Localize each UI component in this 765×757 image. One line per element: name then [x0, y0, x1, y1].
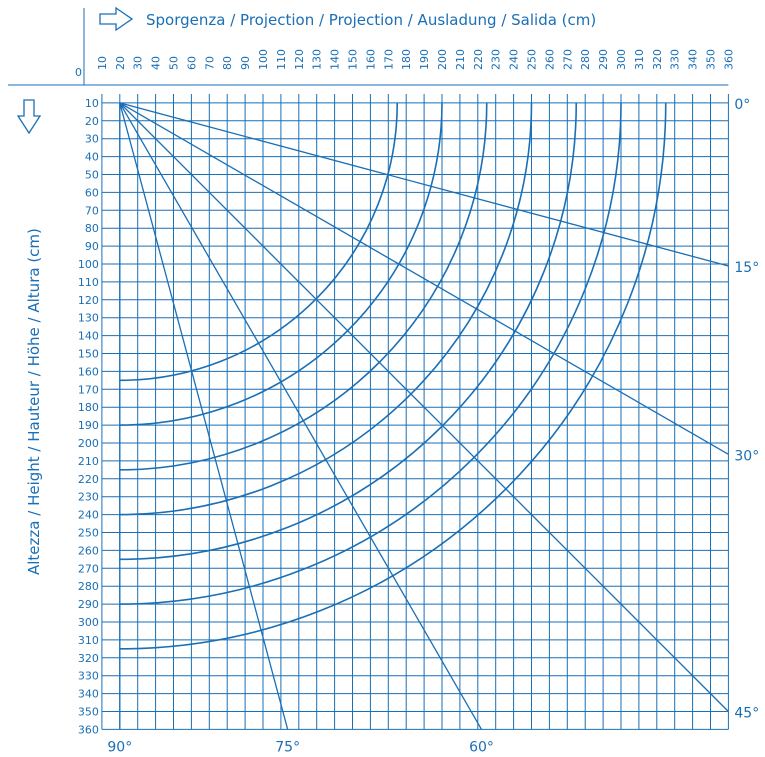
angle-label: 90°: [107, 739, 132, 755]
y-tick-label: 170: [78, 383, 99, 396]
y-tick-label: 300: [78, 616, 99, 629]
y-tick-label: 330: [78, 670, 99, 683]
y-tick-label: 90: [85, 240, 99, 253]
x-tick-label: 20: [114, 56, 127, 70]
x-tick-label: 240: [508, 49, 521, 70]
x-tick-label: 40: [150, 56, 163, 70]
angle-ray: [119, 102, 289, 730]
y-tick-label: 50: [85, 169, 99, 182]
x-tick-label: 310: [633, 49, 646, 70]
x-tick-label: 320: [651, 49, 664, 70]
x-tick-label: 150: [347, 49, 360, 70]
y-tick-label: 160: [78, 365, 99, 378]
angle-ray: [119, 102, 729, 455]
angle-ray: [119, 102, 729, 712]
angle-label: 30°: [734, 448, 759, 464]
y-tick-label: 200: [78, 437, 99, 450]
x-tick-label: 180: [400, 49, 413, 70]
x-tick-label: 360: [722, 49, 735, 70]
y-tick-label: 210: [78, 455, 99, 468]
y-tick-label: 120: [78, 294, 99, 307]
y-tick-label: 320: [78, 652, 99, 665]
x-axis-title: Sporgenza / Projection / Projection / Au…: [146, 11, 596, 29]
y-tick-label: 220: [78, 473, 99, 486]
y-tick-label: 310: [78, 634, 99, 647]
x-tick-label: 10: [96, 56, 109, 70]
x-tick-label: 170: [382, 49, 395, 70]
y-tick-label: 60: [85, 186, 99, 199]
x-tick-label: 160: [364, 49, 377, 70]
y-tick-label: 360: [78, 723, 99, 736]
angle-label: 0°: [734, 97, 750, 113]
x-tick-label: 190: [418, 49, 431, 70]
y-tick-label: 180: [78, 401, 99, 414]
y-tick-label: 280: [78, 580, 99, 593]
y-tick-label: 350: [78, 706, 99, 719]
angle-label: 75°: [275, 739, 300, 755]
x-tick-label: 260: [543, 49, 556, 70]
x-tick-label: 100: [257, 49, 270, 70]
y-tick-label: 10: [85, 97, 99, 110]
x-tick-label: 210: [454, 49, 467, 70]
x-tick-label: 220: [472, 49, 485, 70]
x-tick-label: 60: [185, 56, 198, 70]
y-tick-label: 100: [78, 258, 99, 271]
y-tick-label: 150: [78, 348, 99, 361]
y-tick-label: 290: [78, 598, 99, 611]
x-tick-label: 200: [436, 49, 449, 70]
y-tick-label: 250: [78, 527, 99, 540]
y-tick-label: 340: [78, 688, 99, 701]
y-tick-label: 80: [85, 222, 99, 235]
x-tick-label: 70: [203, 56, 216, 70]
angle-labels: 0° 15° 30° 45° 60° 75° 90°: [107, 97, 759, 756]
y-tick-labels: 10 20 30 40 50 60 70 80 90 100 110 120 130 140 150 160 1…: [78, 97, 99, 737]
x-tick-label: 250: [526, 49, 539, 70]
x-tick-label: 90: [239, 56, 252, 70]
y-tick-label: 130: [78, 312, 99, 325]
y-axis-arrow-icon: [16, 99, 42, 135]
x-tick-label: 230: [490, 49, 503, 70]
angle-label: 45°: [734, 706, 759, 722]
x-tick-label: 270: [561, 49, 574, 70]
x-tick-label: 30: [132, 56, 145, 70]
y-tick-label: 240: [78, 509, 99, 522]
y-tick-label: 40: [85, 151, 99, 164]
y-axis-title: Altezza / Height / Hauteur / Höhe / Altu…: [25, 228, 43, 575]
x-tick-label: 120: [293, 49, 306, 70]
y-tick-label: 140: [78, 330, 99, 343]
x-tick-label: 80: [221, 56, 234, 70]
angle-ray: [119, 102, 729, 267]
x-tick-label: 110: [275, 49, 288, 70]
x-tick-labels: 10 20 30 40 50 60 70 80 90 100 110 120 130 140 150 160 1…: [96, 49, 736, 70]
origin-label: 0: [75, 66, 82, 79]
x-axis-arrow-icon: [99, 6, 134, 32]
angle-label: 15°: [734, 260, 759, 276]
y-tick-label: 70: [85, 204, 99, 217]
x-tick-label: 280: [579, 49, 592, 70]
angle-ray: [119, 102, 483, 730]
angle-label: 60°: [469, 739, 494, 755]
y-tick-label: 190: [78, 419, 99, 432]
y-tick-label: 260: [78, 544, 99, 557]
x-tick-label: 350: [705, 49, 718, 70]
x-tick-label: 140: [329, 49, 342, 70]
x-tick-label: 130: [311, 49, 324, 70]
y-tick-label: 30: [85, 133, 99, 146]
y-tick-label: 270: [78, 562, 99, 575]
x-tick-label: 330: [669, 49, 682, 70]
x-tick-label: 340: [687, 49, 700, 70]
x-tick-label: 50: [168, 56, 181, 70]
grid: [8, 8, 729, 730]
x-tick-label: 300: [615, 49, 628, 70]
x-tick-label: 290: [597, 49, 610, 70]
angle-rays: [119, 102, 729, 730]
y-tick-label: 110: [78, 276, 99, 289]
y-tick-label: 230: [78, 491, 99, 504]
y-tick-label: 20: [85, 115, 99, 128]
